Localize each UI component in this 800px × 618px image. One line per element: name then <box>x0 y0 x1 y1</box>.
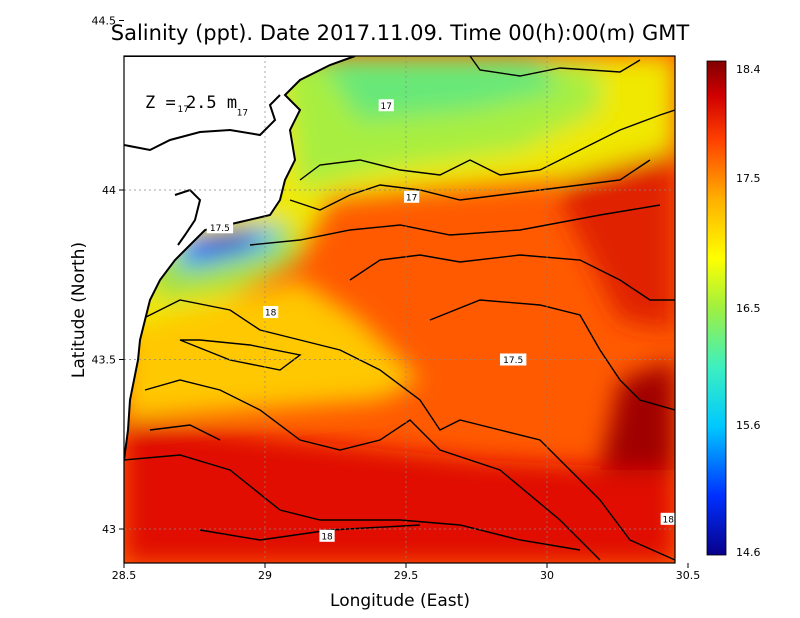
plot-frame <box>123 55 676 564</box>
map-title: Salinity (ppt). Date 2017.11.09. Time 00… <box>111 21 690 45</box>
x-tick-label: 28.5 <box>112 569 137 582</box>
land-mass <box>124 56 355 460</box>
contour-label: 17.5 <box>503 356 523 366</box>
contour-label-box <box>404 190 420 203</box>
contour-label-box <box>378 99 394 112</box>
y-tick-label: 43.5 <box>92 354 117 367</box>
colorbar-tick-label: 18.4 <box>736 63 761 76</box>
x-tick-label: 29 <box>258 569 272 582</box>
colorbar-tick-label: 16.5 <box>736 302 761 315</box>
x-axis-label: Longitude (East) <box>330 591 470 611</box>
contour-label-box <box>206 221 234 234</box>
contour-lines <box>124 56 675 561</box>
contour-label: 16 <box>254 0 266 3</box>
contour-label-box <box>319 529 335 542</box>
colorbar-ticks: 14.6 15.6 16.5 17.5 18.4 <box>736 63 761 559</box>
x-tick-label: 30.5 <box>676 569 701 582</box>
contour-label-box <box>252 0 267 3</box>
colorbar-tick-label: 14.6 <box>736 546 761 559</box>
contour-label-box <box>660 512 675 525</box>
colorbar-tick-label: 15.6 <box>736 419 761 432</box>
colorbar-tick-label: 17.5 <box>736 172 761 185</box>
inland-boundary <box>124 94 281 152</box>
grid-lines <box>124 56 675 563</box>
contour-label: 17.5 <box>686 302 706 312</box>
y-tick-label: 44.5 <box>92 15 117 28</box>
salinity-field: 1717171717.517.516.5161817.5181717171817… <box>124 0 709 563</box>
colorbar <box>706 60 727 556</box>
contour-label: 17.5 <box>591 7 611 17</box>
contour-label: 18 <box>663 515 675 525</box>
contour-label: 18 <box>321 532 333 542</box>
contour-label: 17.5 <box>210 224 230 234</box>
y-axis-label: Latitude (North) <box>69 242 89 378</box>
contour-label: 17 <box>237 109 248 119</box>
y-tick-label: 44 <box>102 184 116 197</box>
contour-label-box <box>234 106 251 119</box>
contour-label-box <box>499 353 527 366</box>
contour-label: 17 <box>177 105 188 115</box>
contour-label: 17 <box>381 102 392 112</box>
contour-label: 17 <box>406 193 417 203</box>
contour-label-box <box>175 102 191 115</box>
y-tick-label: 43 <box>102 523 116 536</box>
contour-label-box <box>683 299 709 311</box>
depth-label: Z = 2.5 m <box>145 93 237 113</box>
contour-label-box <box>587 4 613 16</box>
contour-label: 18 <box>265 309 277 319</box>
contour-labels: 1717171717.517.516.5161817.5181717171817… <box>175 0 709 542</box>
contour-label-box <box>263 306 279 319</box>
x-tick-label: 29.5 <box>394 569 419 582</box>
x-tick-label: 30 <box>540 569 554 582</box>
